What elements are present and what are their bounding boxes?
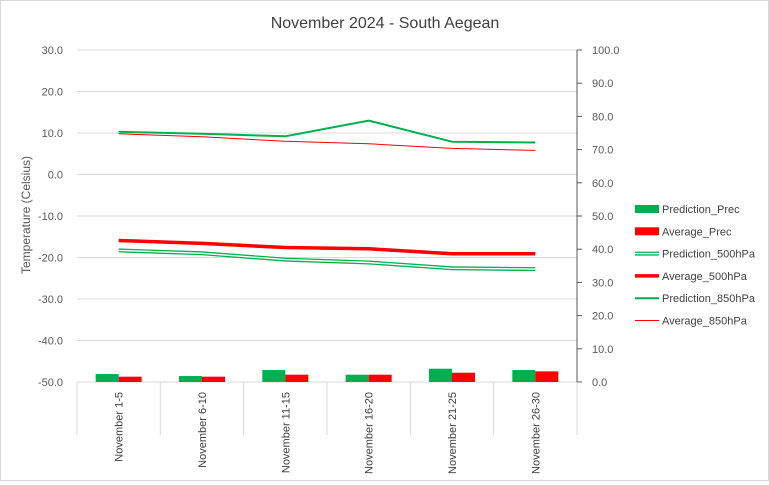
y-left-tick-label: -40.0	[38, 336, 63, 348]
y-right-tick-label: 100.0	[592, 45, 620, 57]
legend-item: Average_500hPa	[635, 271, 748, 283]
legend-item: Prediction_850hPa	[635, 293, 756, 305]
bar-prediction-prec	[179, 376, 202, 382]
y-right-tick-label: 50.0	[592, 211, 613, 223]
chart-title: November 2024 - South Aegean	[271, 15, 500, 32]
legend-label: Prediction_500hPa	[662, 249, 756, 261]
y-left-tick-label: -30.0	[38, 294, 63, 306]
y-right-tick-label: 90.0	[592, 78, 613, 90]
bar-series-layer	[95, 368, 559, 382]
line-prediction-850hpa	[118, 119, 536, 144]
bar-average-prec	[202, 376, 225, 382]
bar-prediction-prec	[512, 370, 536, 382]
y-left-tick-label: 0.0	[48, 170, 63, 182]
legend-label: Average_500hPa	[662, 271, 748, 283]
bar-average-prec	[285, 374, 309, 382]
legend-item: Prediction_Prec	[635, 204, 740, 216]
x-tick-label: November 11-15	[280, 392, 292, 473]
y-left-tick-label: -50.0	[38, 377, 63, 389]
y-right-tick-label: 0.0	[592, 377, 607, 389]
x-tick-label: November 6-10	[197, 392, 209, 468]
x-tick-label: November 21-25	[447, 392, 459, 474]
line-average-850hpa	[118, 133, 536, 151]
y-left-tick-label: 10.0	[42, 128, 63, 140]
x-tick-label: November 16-20	[364, 392, 376, 474]
y-right-tick-label: 70.0	[592, 145, 613, 157]
axes: -50.0 -40.0 -30.0 -20.0 -10.0 0.0 10.0 20.0 30.0…	[38, 45, 620, 474]
legend-label: Prediction_Prec	[662, 204, 740, 216]
legend-label: Prediction_850hPa	[662, 293, 756, 305]
line-average-500hpa	[118, 238, 536, 256]
x-tick-label: November 1-5	[114, 392, 126, 462]
legend-item: Average_Prec	[635, 226, 732, 238]
legend-item: Average_850hPa	[635, 316, 748, 328]
bar-average-prec	[118, 376, 142, 382]
x-tick-label: November 26-30	[530, 392, 542, 474]
legend-label: Average_Prec	[662, 226, 732, 238]
bar-prediction-prec	[429, 368, 452, 382]
y-right-tick-label: 60.0	[592, 178, 613, 190]
legend-item: Prediction_500hPa	[635, 249, 756, 261]
y-left-tick-label: -10.0	[38, 211, 63, 223]
bar-average-prec	[535, 371, 559, 382]
bar-average-prec	[368, 374, 392, 382]
y-axis-left-title: Temperature (Celsius)	[19, 156, 33, 274]
bar-average-prec	[452, 372, 475, 382]
y-right-tick-label: 10.0	[592, 344, 613, 356]
bar-prediction-prec	[345, 374, 369, 382]
line-series-layer	[118, 119, 536, 272]
legend-swatch	[635, 227, 659, 236]
bar-prediction-prec	[95, 374, 119, 382]
y-right-tick-label: 20.0	[592, 311, 613, 323]
line-prediction-500hpa-inner	[118, 249, 536, 270]
bar-prediction-prec	[262, 370, 286, 382]
legend: Prediction_Prec Average_Prec Prediction_50…	[635, 204, 756, 328]
legend-label: Average_850hPa	[662, 316, 748, 328]
y-left-tick-label: 30.0	[42, 45, 63, 57]
y-right-tick-label: 30.0	[592, 277, 613, 289]
y-left-tick-label: 20.0	[42, 87, 63, 99]
y-right-tick-label: 40.0	[592, 244, 613, 256]
y-left-tick-label: -20.0	[38, 253, 63, 265]
y-right-tick-label: 80.0	[592, 111, 613, 123]
legend-swatch	[635, 205, 659, 213]
gridlines	[77, 49, 577, 383]
